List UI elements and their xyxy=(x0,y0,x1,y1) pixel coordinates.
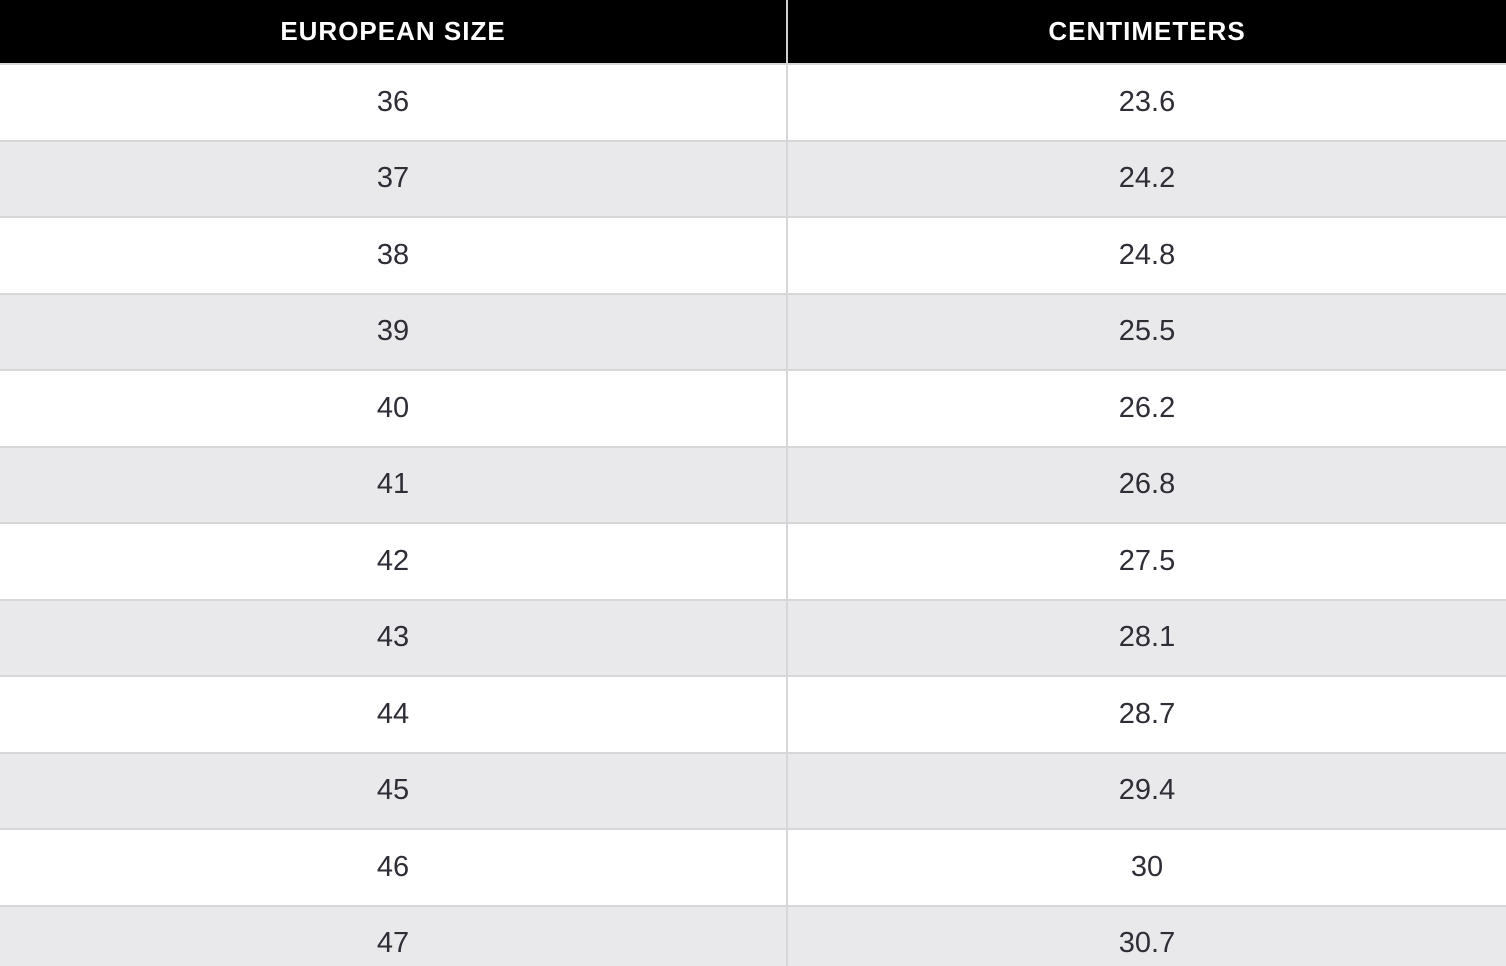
european-size-cell: 37 xyxy=(0,139,788,216)
table-row: 37 24.2 xyxy=(0,139,1506,216)
european-size-cell: 39 xyxy=(0,292,788,369)
european-size-cell: 42 xyxy=(0,522,788,599)
centimeters-cell: 25.5 xyxy=(788,292,1506,369)
table-row: 44 28.7 xyxy=(0,675,1506,752)
table-header: EUROPEAN SIZE CENTIMETERS xyxy=(0,0,1506,63)
centimeters-cell: 28.1 xyxy=(788,598,1506,675)
centimeters-cell: 24.2 xyxy=(788,139,1506,216)
centimeters-cell: 26.2 xyxy=(788,369,1506,446)
table-row: 41 26.8 xyxy=(0,445,1506,522)
centimeters-cell: 30 xyxy=(788,828,1506,905)
table-row: 43 28.1 xyxy=(0,598,1506,675)
european-size-cell: 41 xyxy=(0,445,788,522)
header-row: EUROPEAN SIZE CENTIMETERS xyxy=(0,0,1506,63)
header-centimeters: CENTIMETERS xyxy=(788,0,1506,63)
european-size-cell: 45 xyxy=(0,751,788,828)
table-row: 39 25.5 xyxy=(0,292,1506,369)
centimeters-cell: 23.6 xyxy=(788,63,1506,140)
header-european-size: EUROPEAN SIZE xyxy=(0,0,788,63)
table-row: 38 24.8 xyxy=(0,216,1506,293)
european-size-cell: 40 xyxy=(0,369,788,446)
table-row: 45 29.4 xyxy=(0,751,1506,828)
centimeters-cell: 24.8 xyxy=(788,216,1506,293)
european-size-cell: 47 xyxy=(0,904,788,966)
european-size-cell: 36 xyxy=(0,63,788,140)
table-row: 40 26.2 xyxy=(0,369,1506,446)
european-size-cell: 46 xyxy=(0,828,788,905)
table-row: 47 30.7 xyxy=(0,904,1506,966)
centimeters-cell: 26.8 xyxy=(788,445,1506,522)
centimeters-cell: 28.7 xyxy=(788,675,1506,752)
table-row: 46 30 xyxy=(0,828,1506,905)
european-size-cell: 44 xyxy=(0,675,788,752)
table-row: 42 27.5 xyxy=(0,522,1506,599)
european-size-cell: 38 xyxy=(0,216,788,293)
centimeters-cell: 29.4 xyxy=(788,751,1506,828)
centimeters-cell: 27.5 xyxy=(788,522,1506,599)
table-row: 36 23.6 xyxy=(0,63,1506,140)
european-size-cell: 43 xyxy=(0,598,788,675)
table-body: 36 23.6 37 24.2 38 24.8 39 25.5 40 26.2 41 26.8 42 27… xyxy=(0,63,1506,966)
centimeters-cell: 30.7 xyxy=(788,904,1506,966)
